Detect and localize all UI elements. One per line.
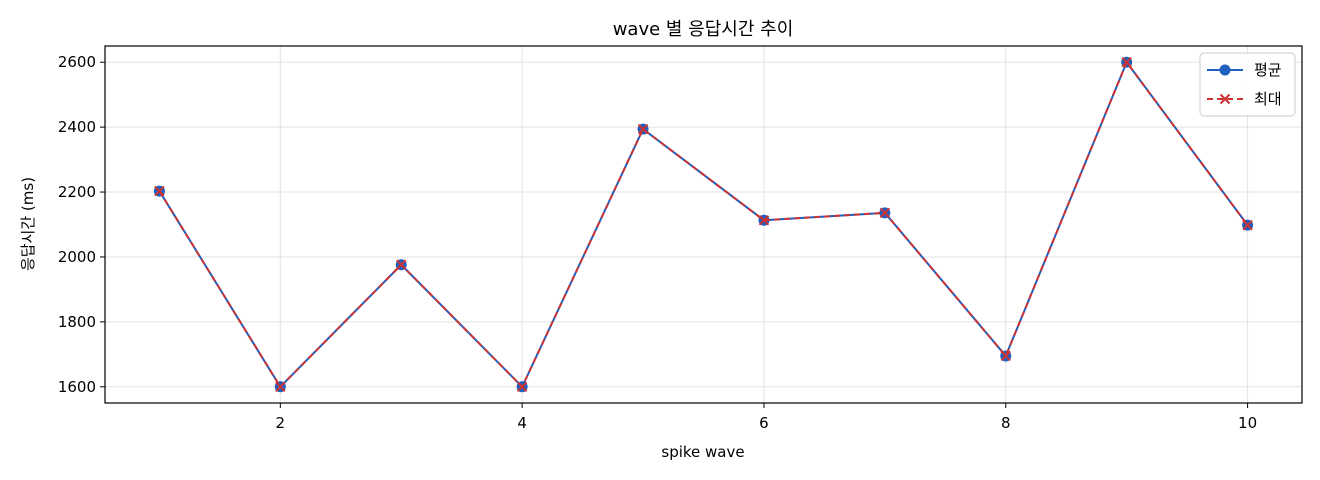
series-1-point	[154, 185, 165, 197]
tick-layer: 2 4 6 8 10 1600 1800 2000 2200 2400 2600	[58, 53, 1257, 432]
grid-layer	[105, 46, 1302, 403]
series-1-point-stroke	[758, 215, 770, 226]
series-1-point-stroke	[396, 259, 407, 270]
x-tick-label: 6	[759, 414, 769, 432]
y-tick-label: 1800	[58, 313, 96, 331]
legend-label-0: 평균	[1254, 61, 1282, 79]
series-1-point-stroke	[516, 381, 528, 392]
series-layer	[153, 56, 1254, 393]
series-1-point	[275, 381, 286, 392]
y-tick-label: 1600	[58, 378, 96, 396]
y-tick-label: 2400	[58, 118, 96, 136]
series-1-point-stroke	[637, 123, 649, 135]
series-1-point-stroke	[1121, 57, 1132, 68]
series-1-point	[1121, 57, 1132, 68]
series-1-point	[396, 259, 407, 270]
legend-marker-1	[1219, 93, 1231, 105]
series-1-point	[1242, 219, 1253, 231]
series-line-0	[158, 61, 1249, 388]
series-1-point	[516, 381, 528, 392]
y-tick-label: 2600	[58, 53, 96, 71]
legend-marker-1-stroke	[1219, 93, 1231, 105]
x-tick-label: 2	[276, 414, 286, 432]
legend-label-1: 최대	[1254, 90, 1282, 108]
y-axis-title: 응답시간 (ms)	[19, 177, 37, 271]
series-line-1	[158, 61, 1249, 388]
chart-title: wave 별 응답시간 추이	[613, 19, 794, 40]
x-tick-label: 8	[1001, 414, 1011, 432]
y-tick-label: 2200	[58, 183, 96, 201]
series-1-point-stroke	[154, 185, 165, 197]
series-1-point-stroke	[1000, 350, 1011, 362]
series-1-point-stroke	[275, 381, 286, 392]
series-1-point	[879, 207, 891, 219]
series-1-point	[1000, 350, 1011, 362]
legend-marker-0	[1219, 64, 1231, 76]
x-axis-title: spike wave	[661, 443, 744, 461]
y-tick-label: 2000	[58, 248, 96, 266]
series-1-point	[758, 215, 770, 226]
series-1-point	[637, 123, 649, 135]
plot-frame	[104, 45, 1303, 404]
x-tick-label: 10	[1238, 414, 1257, 432]
series-1-point-stroke	[1242, 219, 1253, 231]
series-1-point-stroke	[879, 207, 891, 219]
x-tick-label: 4	[517, 414, 527, 432]
